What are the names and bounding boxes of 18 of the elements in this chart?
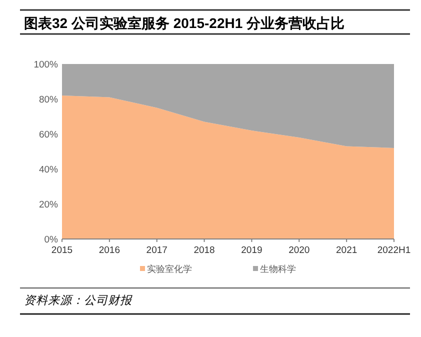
- x-tick-label: 2018: [194, 245, 215, 256]
- chart-title: 图表32 公司实验室服务 2015-22H1 分业务营收占比: [24, 15, 345, 31]
- text: 资料来源：公司财报: [24, 294, 133, 307]
- y-tick-label: 80%: [38, 94, 59, 106]
- legend-label: 生物科学: [260, 264, 296, 274]
- y-tick-label: 0%: [44, 234, 59, 246]
- x-tick-label: 2022H1: [377, 245, 411, 256]
- x-tick-label: 2020: [288, 245, 310, 256]
- x-tick-label: 2021: [336, 245, 358, 256]
- y-tick-label: 100%: [34, 60, 59, 70]
- y-tick-label: 40%: [38, 164, 59, 176]
- x-tick-label: 2015: [51, 245, 73, 256]
- y-tick-label: 60%: [38, 130, 59, 140]
- x-tick-label: 2019: [241, 245, 262, 256]
- x-tick-label: 2017: [146, 245, 168, 256]
- y-tick-label: 20%: [38, 200, 59, 210]
- x-tick-label: 2016: [98, 245, 120, 256]
- legend-label: 实验室化学: [147, 264, 192, 274]
